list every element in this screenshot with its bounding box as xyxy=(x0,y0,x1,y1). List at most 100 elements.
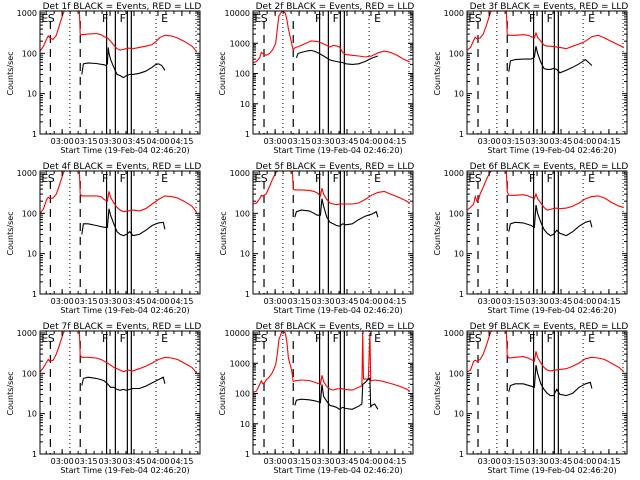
panel-title: Det 6f BLACK = Events, RED = LLD xyxy=(470,162,629,172)
marker-f-2: F xyxy=(529,332,535,345)
event-lines xyxy=(49,11,197,134)
plot-frame xyxy=(39,330,201,455)
panel-title: Det 5f BLACK = Events, RED = LLD xyxy=(256,162,415,172)
y-tick-label: 100 xyxy=(235,209,250,218)
y-axis-label: Counts/sec xyxy=(6,51,15,95)
y-tick-label: 10 xyxy=(27,90,37,99)
x-tick-label: 03:00 xyxy=(264,297,287,306)
marker-f-2: F xyxy=(315,172,321,185)
marker-e-0: E xyxy=(468,12,475,25)
y-axis-label: Counts/sec xyxy=(433,211,442,255)
y-axis-label: Counts/sec xyxy=(218,371,227,415)
marker-e-0: E xyxy=(254,12,261,25)
series-lld-line xyxy=(40,331,198,374)
y-tick-label: 1 xyxy=(459,290,464,299)
y-tick-label: 100 xyxy=(235,70,250,79)
y-tick-label: 100 xyxy=(22,369,37,378)
series-events-line xyxy=(81,47,166,79)
marker-f-2: F xyxy=(102,332,108,345)
series-lld-line xyxy=(253,11,411,64)
plot-frame xyxy=(252,330,414,455)
x-tick-label: 04:00 xyxy=(146,457,169,466)
plot-frame xyxy=(39,170,201,295)
marker-f-3: F xyxy=(120,332,126,345)
x-axis-label: Start Time (19-Feb-04 02:46:20) xyxy=(273,466,402,475)
x-tick-label: 03:00 xyxy=(51,137,74,146)
event-lines xyxy=(263,11,410,134)
x-tick-label: 03:30 xyxy=(99,137,122,146)
x-tick-label: 03:30 xyxy=(312,137,335,146)
series-events-line xyxy=(294,377,379,410)
marker-s-1: S xyxy=(261,172,268,185)
x-tick-label: 03:45 xyxy=(122,297,145,306)
marker-s-1: S xyxy=(48,172,55,185)
x-axis-label: Start Time (19-Feb-04 02:46:20) xyxy=(273,306,402,315)
y-tick-label: 1000 xyxy=(17,9,37,18)
plot-frame xyxy=(39,10,201,135)
x-tick-label: 04:15 xyxy=(170,137,193,146)
x-tick-label: 03:15 xyxy=(75,297,98,306)
x-tick-label: 03:45 xyxy=(335,457,358,466)
y-axis-label: Counts/sec xyxy=(218,51,227,95)
y-tick-label: 10 xyxy=(27,250,37,259)
x-tick-label: 03:00 xyxy=(264,457,287,466)
x-tick-label: 03:00 xyxy=(51,297,74,306)
x-tick-label: 04:00 xyxy=(573,137,596,146)
marker-s-1: S xyxy=(48,12,55,25)
marker-f-2: F xyxy=(102,12,108,25)
x-tick-label: 04:15 xyxy=(597,297,620,306)
marker-f-3: F xyxy=(333,172,339,185)
x-tick-label: 04:00 xyxy=(573,457,596,466)
marker-f-3: F xyxy=(547,332,553,345)
event-lines xyxy=(263,171,410,294)
y-tick-label: 1000 xyxy=(444,169,464,178)
plot-frame xyxy=(466,10,628,135)
marker-f-3: F xyxy=(333,332,339,345)
x-tick-label: 04:15 xyxy=(170,457,193,466)
x-tick-label: 04:15 xyxy=(597,137,620,146)
x-tick-label: 03:00 xyxy=(478,457,501,466)
x-tick-label: 03:15 xyxy=(75,457,98,466)
y-tick-label: 100 xyxy=(449,369,464,378)
marker-s-1: S xyxy=(475,12,482,25)
x-tick-label: 03:15 xyxy=(502,457,525,466)
marker-f-3: F xyxy=(547,172,553,185)
y-axis-label: Counts/sec xyxy=(433,371,442,415)
marker-e-0: E xyxy=(468,172,475,185)
x-tick-label: 04:15 xyxy=(597,457,620,466)
y-tick-label: 1 xyxy=(459,450,464,459)
marker-f-3: F xyxy=(120,12,126,25)
event-lines xyxy=(477,11,624,134)
y-tick-label: 100 xyxy=(22,49,37,58)
y-axis-label: Counts/sec xyxy=(219,211,228,255)
panel-title: Det 2f BLACK = Events, RED = LLD xyxy=(256,2,415,12)
x-tick-label: 04:15 xyxy=(170,297,193,306)
marker-f-2: F xyxy=(315,332,321,345)
series-lld-line xyxy=(253,331,411,393)
marker-s-1: S xyxy=(261,332,268,345)
y-tick-label: 1000 xyxy=(230,359,250,368)
y-tick-label: 10 xyxy=(240,100,250,109)
x-tick-label: 04:00 xyxy=(359,137,382,146)
marker-f-2: F xyxy=(102,172,108,185)
x-tick-label: 03:30 xyxy=(526,457,549,466)
y-tick-label: 1 xyxy=(459,130,464,139)
x-tick-label: 04:00 xyxy=(573,297,596,306)
x-tick-label: 03:15 xyxy=(288,297,311,306)
y-tick-label: 1 xyxy=(245,450,250,459)
series-lld-line xyxy=(467,11,625,51)
x-tick-label: 04:00 xyxy=(359,457,382,466)
series-lld-line xyxy=(40,11,198,53)
marker-f-2: F xyxy=(529,172,535,185)
x-axis-label: Start Time (19-Feb-04 02:46:20) xyxy=(60,306,189,315)
marker-s-1: S xyxy=(475,172,482,185)
marker-f-3: F xyxy=(120,172,126,185)
x-tick-label: 03:15 xyxy=(288,457,311,466)
plot-frame xyxy=(466,330,628,455)
series-events-line xyxy=(295,49,379,65)
